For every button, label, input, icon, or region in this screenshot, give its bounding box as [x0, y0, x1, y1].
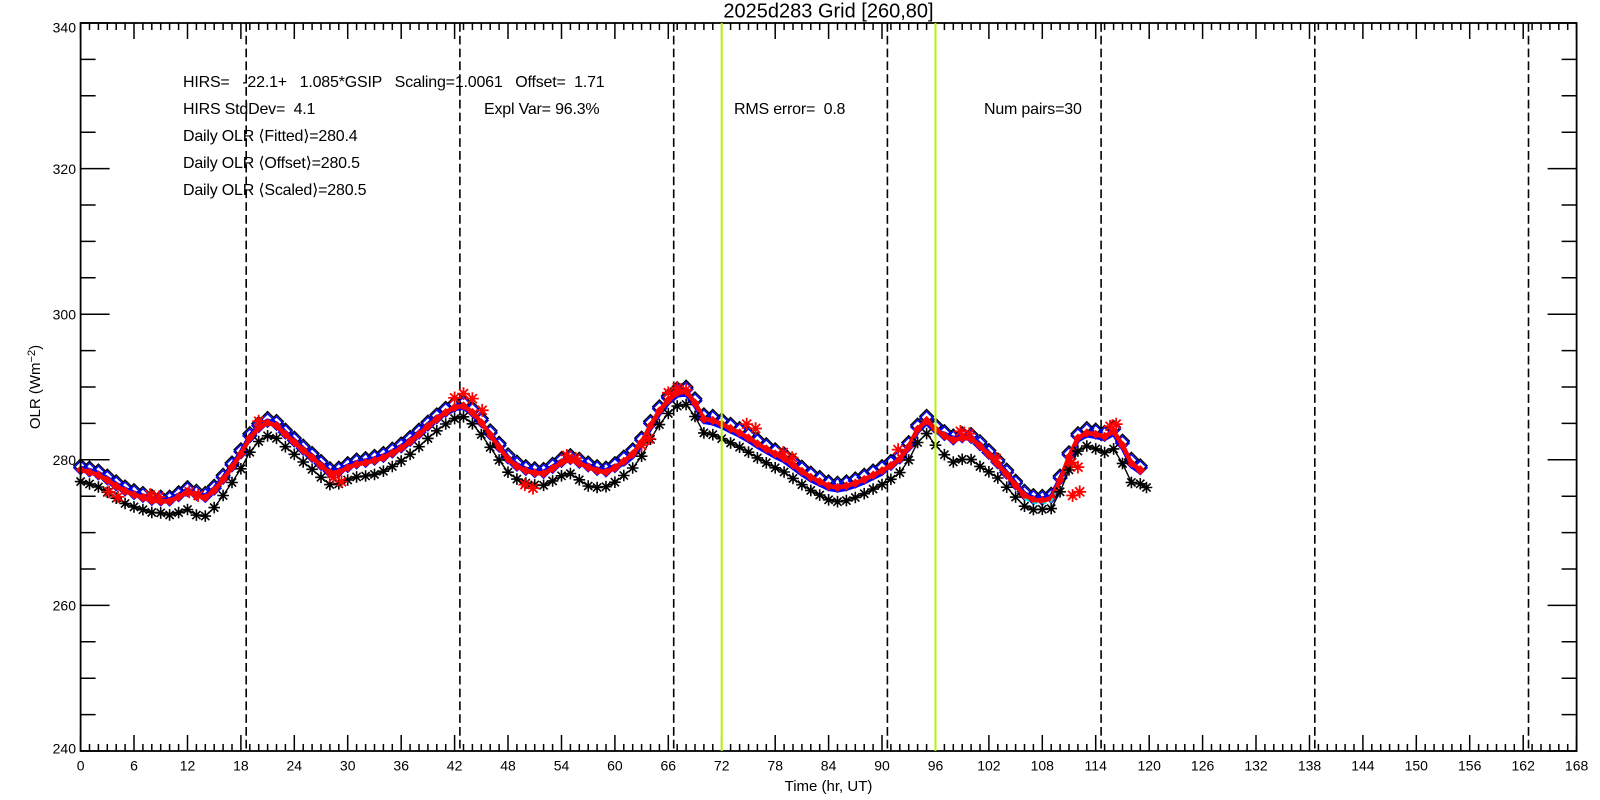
svg-text:42: 42 [447, 758, 463, 774]
svg-text:168: 168 [1565, 758, 1589, 774]
svg-text:36: 36 [393, 758, 409, 774]
svg-text:Daily OLR ⟨Scaled⟩=280.5: Daily OLR ⟨Scaled⟩=280.5 [183, 182, 367, 199]
svg-text:HIRS StdDev= 4.1: HIRS StdDev= 4.1 [183, 101, 316, 118]
svg-text:84: 84 [821, 758, 837, 774]
svg-text:Time (hr, UT): Time (hr, UT) [785, 778, 873, 795]
svg-text:HIRS= -22.1+ 1.085*GSIP: HIRS= -22.1+ 1.085*GSIP Scaling=1.0061 O… [183, 74, 605, 91]
svg-text:260: 260 [53, 598, 77, 614]
svg-text:156: 156 [1458, 758, 1482, 774]
svg-text:2025d283 Grid [260,80]: 2025d283 Grid [260,80] [723, 1, 933, 23]
svg-text:150: 150 [1405, 758, 1429, 774]
svg-text:240: 240 [53, 741, 77, 757]
svg-text:300: 300 [53, 306, 77, 322]
svg-text:138: 138 [1298, 758, 1322, 774]
svg-text:OLR (Wm−2): OLR (Wm−2) [26, 345, 44, 429]
svg-text:162: 162 [1512, 758, 1536, 774]
svg-text:Num pairs=30: Num pairs=30 [984, 101, 1082, 118]
svg-text:60: 60 [607, 758, 623, 774]
svg-text:108: 108 [1031, 758, 1055, 774]
svg-text:Expl Var= 96.3%: Expl Var= 96.3% [484, 101, 599, 118]
svg-text:RMS error= 0.8: RMS error= 0.8 [734, 101, 846, 118]
svg-text:Daily OLR ⟨Fitted⟩=280.4: Daily OLR ⟨Fitted⟩=280.4 [183, 128, 358, 145]
svg-text:48: 48 [500, 758, 516, 774]
svg-text:340: 340 [53, 19, 77, 35]
svg-text:24: 24 [287, 758, 303, 774]
svg-text:144: 144 [1351, 758, 1375, 774]
svg-text:114: 114 [1085, 758, 1108, 774]
svg-text:Daily OLR ⟨Offset⟩=280.5: Daily OLR ⟨Offset⟩=280.5 [183, 155, 360, 172]
svg-text:102: 102 [977, 758, 1001, 774]
svg-text:126: 126 [1191, 758, 1215, 774]
svg-text:6: 6 [130, 758, 138, 774]
svg-text:12: 12 [180, 758, 196, 774]
svg-text:96: 96 [928, 758, 944, 774]
svg-text:132: 132 [1244, 758, 1268, 774]
svg-text:280: 280 [53, 452, 77, 468]
svg-text:320: 320 [53, 161, 77, 177]
svg-text:78: 78 [767, 758, 783, 774]
svg-text:0: 0 [77, 758, 85, 774]
svg-text:72: 72 [714, 758, 730, 774]
svg-text:18: 18 [233, 758, 249, 774]
svg-text:30: 30 [340, 758, 356, 774]
svg-text:120: 120 [1138, 758, 1162, 774]
svg-text:54: 54 [554, 758, 570, 774]
svg-text:66: 66 [661, 758, 677, 774]
svg-text:90: 90 [874, 758, 890, 774]
